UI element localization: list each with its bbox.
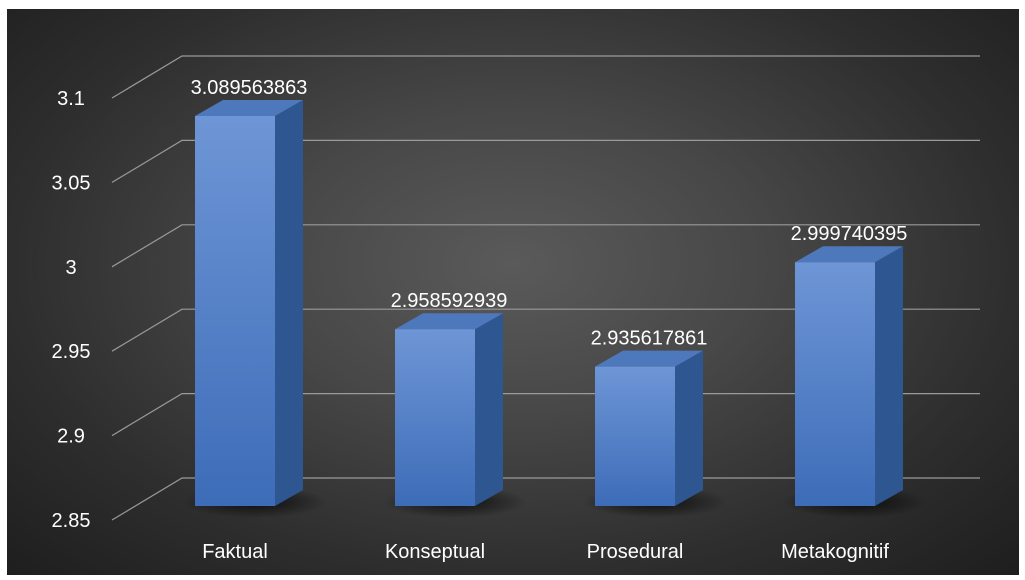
bar-front (195, 115, 275, 507)
bar-side (675, 350, 703, 506)
y-tick-label: 2.9 (57, 426, 85, 448)
bar (595, 350, 703, 506)
gridline (111, 224, 980, 268)
bar-top (795, 246, 903, 263)
category-label: Prosedural (587, 541, 684, 563)
bar-chart: 2.85 2.9 2.95 3 3.05 3.1 3.089563863 Faktual 2.… (52, 55, 980, 563)
bar-top (595, 350, 703, 367)
data-label: 3.089563863 (191, 77, 308, 99)
bar (195, 99, 303, 507)
bar (795, 246, 903, 506)
chart-area: 2.85 2.9 2.95 3 3.05 3.1 3.089563863 Faktual 2.… (7, 9, 1019, 575)
gridline (111, 477, 980, 521)
bar-side (275, 99, 303, 507)
gridline (111, 55, 980, 99)
data-label: 2.958592939 (391, 290, 508, 312)
bar-front (395, 329, 475, 506)
y-axis: 2.85 2.9 2.95 3 3.05 3.1 (52, 88, 91, 532)
y-tick-label: 3.1 (57, 88, 85, 110)
bar-layer (183, 99, 927, 518)
bar-top (395, 313, 503, 330)
grid-layer (111, 55, 980, 521)
y-tick-label: 2.95 (52, 341, 91, 363)
bar-side (875, 246, 903, 506)
bar-top (195, 99, 303, 116)
y-tick-label: 3 (65, 257, 76, 279)
y-tick-label: 3.05 (52, 172, 91, 194)
data-label: 2.999740395 (791, 223, 908, 245)
bar-front (595, 366, 675, 506)
bar (395, 313, 503, 506)
label-layer: 3.089563863 Faktual 2.958592939 Konseptual 2… (191, 77, 908, 563)
gridline (111, 393, 980, 437)
category-label: Konseptual (385, 541, 485, 563)
gridline (111, 139, 980, 183)
category-label: Metakognitif (781, 541, 889, 563)
gridline (111, 308, 980, 352)
bar-side (475, 313, 503, 506)
data-label: 2.935617861 (591, 328, 708, 350)
category-label: Faktual (202, 541, 268, 563)
bar-front (795, 262, 875, 506)
y-tick-label: 2.85 (52, 510, 91, 532)
